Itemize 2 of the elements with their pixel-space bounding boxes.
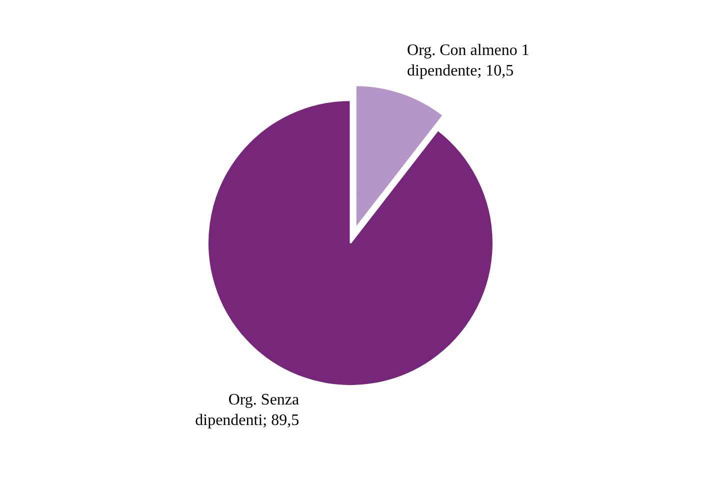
slice-label: Org. Con almeno 1 dipendente; 10,5 bbox=[407, 42, 530, 80]
slice-label: Org. Senza dipendenti; 89,5 bbox=[195, 392, 300, 429]
